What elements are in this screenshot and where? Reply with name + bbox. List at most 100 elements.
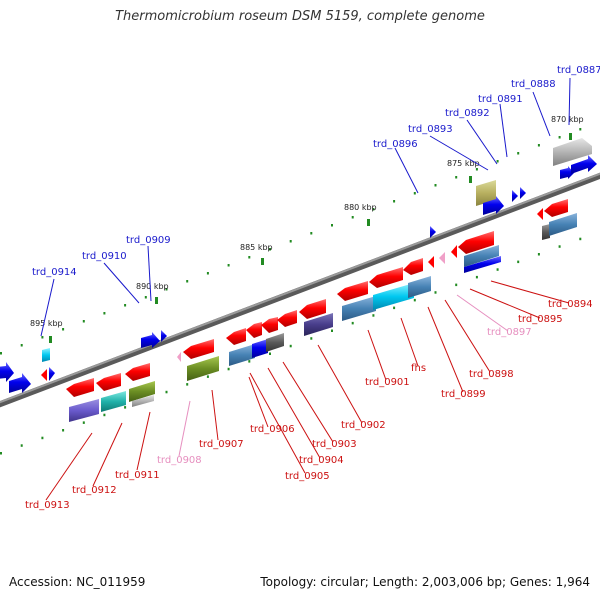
gene-arrow[interactable] xyxy=(129,381,155,402)
gene-arrow[interactable] xyxy=(553,138,592,166)
gene-label-trd-0899[interactable]: trd_0899 xyxy=(441,389,486,400)
scale-dot xyxy=(144,296,147,299)
gene-arrow[interactable] xyxy=(544,199,568,217)
gene-arrow[interactable] xyxy=(49,367,55,381)
gene-arrow[interactable] xyxy=(141,332,160,348)
scale-dot xyxy=(434,184,437,187)
gene-label-trd-0896[interactable]: trd_0896 xyxy=(373,139,418,150)
gene-arrow[interactable] xyxy=(187,356,219,381)
gene-arrow[interactable] xyxy=(428,256,434,268)
gene-arrow[interactable] xyxy=(125,363,150,381)
scale-dot xyxy=(227,367,230,371)
scale-dot xyxy=(331,329,333,332)
gene-arrow[interactable] xyxy=(408,276,431,298)
gene-arrow[interactable] xyxy=(373,283,414,310)
gene-arrow[interactable] xyxy=(299,299,326,319)
tick-875 xyxy=(469,176,472,183)
accession-text: Accession: NC_011959 xyxy=(9,575,146,589)
gene-label-trd-0887[interactable]: trd_0887 xyxy=(557,65,600,76)
tick-880 xyxy=(367,219,370,226)
scale-dot xyxy=(413,192,416,195)
scale-dot xyxy=(269,352,271,355)
scale-dot xyxy=(124,406,127,409)
gene-label-trd-0907[interactable]: trd_0907 xyxy=(199,439,244,450)
gene-arrow[interactable] xyxy=(512,190,518,202)
gene-arrow[interactable] xyxy=(132,395,154,407)
gene-label-trd-0910[interactable]: trd_0910 xyxy=(82,251,127,262)
gene-label-trd-0894[interactable]: trd_0894 xyxy=(548,299,593,310)
scale-dot xyxy=(393,200,396,203)
gene-arrow[interactable] xyxy=(337,281,368,301)
gene-arrow[interactable] xyxy=(549,213,577,236)
gene-label-trd-0891[interactable]: trd_0891 xyxy=(478,94,523,105)
tick-label-875: 875 kbp xyxy=(447,159,480,168)
gene-label-fhs[interactable]: fhs xyxy=(411,363,426,374)
gene-arrow[interactable] xyxy=(476,180,496,206)
gene-label-trd-0903[interactable]: trd_0903 xyxy=(312,439,357,450)
gene-label-trd-0906[interactable]: trd_0906 xyxy=(250,424,295,435)
gene-label-trd-0904[interactable]: trd_0904 xyxy=(299,455,344,466)
gene-arrow[interactable] xyxy=(226,328,246,345)
gene-arrow[interactable] xyxy=(430,226,436,238)
gene-label-trd-0912[interactable]: trd_0912 xyxy=(72,485,117,496)
gene-label-trd-0914[interactable]: trd_0914 xyxy=(32,267,77,278)
tick-885 xyxy=(261,258,264,265)
gene-arrow[interactable] xyxy=(439,252,445,264)
gene-label-trd-0913[interactable]: trd_0913 xyxy=(25,500,70,511)
gene-label-trd-0901[interactable]: trd_0901 xyxy=(365,377,410,388)
gene-arrow[interactable] xyxy=(42,348,50,362)
gene-arrow[interactable] xyxy=(101,391,126,412)
gene-arrow[interactable] xyxy=(277,310,297,327)
gene-arrow[interactable] xyxy=(246,322,262,338)
gene-arrow[interactable] xyxy=(252,339,268,358)
gene-arrow[interactable] xyxy=(520,187,526,199)
gene-arrow[interactable] xyxy=(66,378,94,397)
gene-arrow[interactable] xyxy=(177,352,181,362)
scale-dot xyxy=(186,383,189,386)
gene-label-trd-0895[interactable]: trd_0895 xyxy=(518,314,563,325)
gene-arrow[interactable] xyxy=(560,166,574,179)
gene-arrow[interactable] xyxy=(0,362,14,382)
gene-arrow[interactable] xyxy=(161,330,167,342)
gene-arrow[interactable] xyxy=(304,313,333,336)
gene-arrow[interactable] xyxy=(542,224,550,240)
gene-label-trd-0888[interactable]: trd_0888 xyxy=(511,79,556,90)
scale-dot xyxy=(475,168,478,171)
tick-870 xyxy=(569,133,572,140)
gene-arrow[interactable] xyxy=(464,245,499,267)
gene-arrow[interactable] xyxy=(451,245,457,258)
gene-label-trd-0902[interactable]: trd_0902 xyxy=(341,420,386,431)
tick-label-880: 880 kbp xyxy=(344,203,377,212)
leader-lines xyxy=(40,77,571,501)
gene-arrow[interactable] xyxy=(571,155,597,174)
gene-label-trd-0893[interactable]: trd_0893 xyxy=(408,124,453,135)
gene-arrow[interactable] xyxy=(229,344,255,366)
gene-arrow[interactable] xyxy=(266,333,284,352)
gene-arrow[interactable] xyxy=(483,196,504,215)
scale-dot xyxy=(475,275,478,279)
gene-arrow[interactable] xyxy=(261,317,278,333)
gene-arrow[interactable] xyxy=(9,373,31,393)
gene-label-trd-0897[interactable]: trd_0897 xyxy=(487,327,532,338)
tick-label-890: 890 kbp xyxy=(136,282,169,291)
gene-label-trd-0911[interactable]: trd_0911 xyxy=(115,470,160,481)
gene-label-trd-0909[interactable]: trd_0909 xyxy=(126,235,171,246)
gene-label-trd-0898[interactable]: trd_0898 xyxy=(469,369,514,380)
gene-arrow[interactable] xyxy=(369,267,403,288)
gene-label-trd-0905[interactable]: trd_0905 xyxy=(285,471,330,482)
gene-arrow[interactable] xyxy=(403,258,423,275)
gene-arrow[interactable] xyxy=(96,373,121,391)
gene-arrow[interactable] xyxy=(69,399,99,422)
gene-arrow[interactable] xyxy=(183,339,214,359)
gene-label-trd-0908[interactable]: trd_0908 xyxy=(157,455,202,466)
gene-arrow[interactable] xyxy=(537,208,543,220)
gene-labels: trd_0887 trd_0888 trd_0891 trd_0892 trd_… xyxy=(25,65,600,511)
scale-dot xyxy=(269,248,271,251)
gene-arrow[interactable] xyxy=(464,256,501,273)
gene-arrow[interactable] xyxy=(41,369,47,381)
scale-dot xyxy=(537,253,540,256)
gene-arrow[interactable] xyxy=(342,296,376,321)
gene-label-trd-0892[interactable]: trd_0892 xyxy=(445,108,490,119)
gene-arrow[interactable] xyxy=(458,231,494,254)
scale-dot xyxy=(62,328,65,331)
